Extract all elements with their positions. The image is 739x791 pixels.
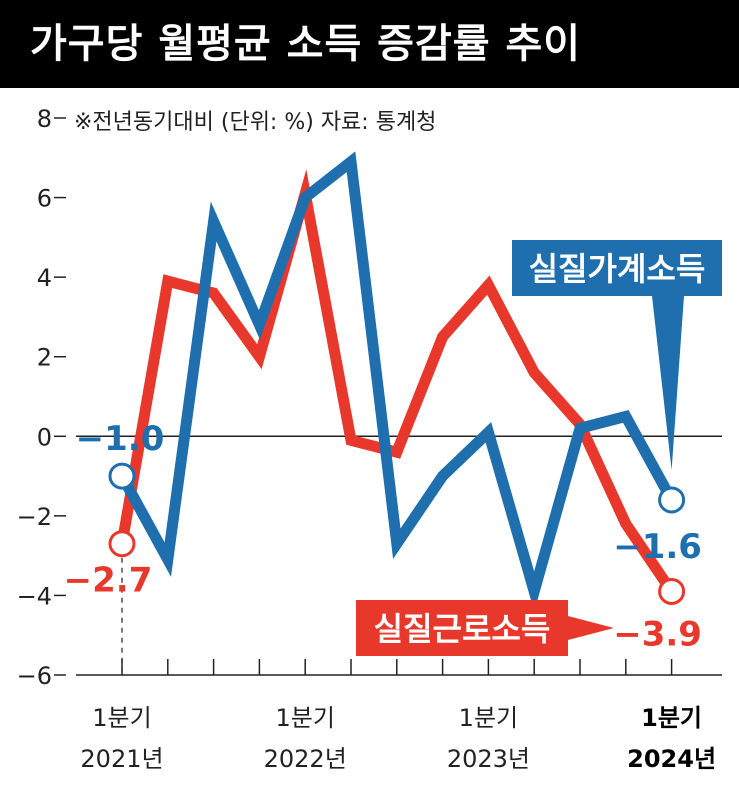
- labor-income-legend-box: [356, 600, 568, 656]
- labor-income-point: [108, 530, 136, 558]
- y-tick-label: −6: [17, 662, 52, 690]
- household-income-legend-pointer: [652, 296, 684, 470]
- series-line-household-income: [117, 151, 677, 612]
- labor-income-first-value: −2.7: [64, 561, 153, 601]
- x-tick-label-quarter: 1분기: [641, 704, 702, 732]
- y-tick-label: 4: [37, 264, 52, 292]
- y-tick-label: −2: [17, 503, 52, 531]
- y-tick-label: −4: [17, 582, 52, 610]
- y-tick-label: 2: [37, 344, 52, 372]
- chart-note: ※전년동기대비 (단위: %) 자료: 통계청: [74, 110, 436, 135]
- household-income-point: [658, 486, 686, 514]
- household-income-legend-box: [512, 240, 722, 296]
- y-tick-label: 6: [37, 185, 52, 213]
- x-tick-label-year: 2023년: [447, 745, 530, 773]
- x-tick-label-quarter: 1분기: [459, 704, 518, 732]
- x-tick-label-year: 2024년: [627, 745, 716, 773]
- household-income-legend-label: 실질가계소득: [529, 250, 706, 288]
- household-income-first-value: −1.0: [76, 419, 165, 459]
- chart-title: 가구당 월평균 소득 증감률 추이: [0, 0, 739, 88]
- labor-income-legend-pointer: [568, 616, 614, 640]
- x-tick-label-quarter: 1분기: [275, 704, 334, 732]
- labor-income-point: [658, 577, 686, 605]
- y-tick-label: 0: [37, 423, 52, 451]
- x-tick-label-year: 2022년: [264, 745, 347, 773]
- household-income-point: [108, 462, 136, 490]
- x-tick-label-year: 2021년: [80, 745, 163, 773]
- labor-income-last-value: −3.9: [613, 614, 702, 654]
- labor-income-legend-label: 실질근로소득: [374, 610, 551, 648]
- y-tick-label: 8: [37, 105, 52, 133]
- household-income-last-value: −1.6: [613, 527, 702, 567]
- x-tick-label-quarter: 1분기: [92, 704, 151, 732]
